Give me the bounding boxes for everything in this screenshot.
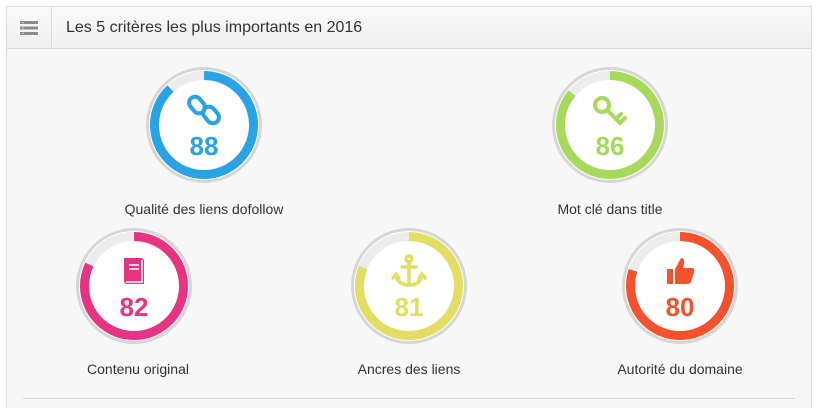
list-icon — [7, 7, 52, 48]
key-icon — [586, 93, 634, 127]
gauge-label-ancres: Ancres des liens — [357, 361, 461, 377]
gauge-progress-arc — [150, 71, 258, 179]
gauge-label-autorite: Autorité du domaine — [617, 361, 743, 377]
gauge-value: 80 — [665, 292, 695, 322]
gauge-face — [555, 70, 665, 180]
gauge-contenu: 82 — [74, 226, 194, 346]
gauge-face — [625, 231, 735, 341]
gauge-progress-arc — [626, 232, 734, 340]
gauge-progress-arc — [556, 71, 664, 179]
gauge-progress-arc — [80, 232, 188, 340]
gauge-face — [79, 231, 189, 341]
gauge-face — [149, 70, 259, 180]
gauge-value: 81 — [394, 292, 424, 322]
panel-title: Les 5 critères les plus importants en 20… — [66, 19, 363, 36]
gauge-progress-arc — [355, 232, 463, 340]
divider — [23, 398, 795, 399]
anchor-icon — [385, 254, 433, 288]
criteria-panel: Les 5 critères les plus importants en 20… — [6, 6, 812, 408]
gauge-ancres: 81 — [349, 226, 469, 346]
gauge-label-contenu: Contenu original — [87, 361, 189, 377]
thumbs-up-icon — [656, 254, 704, 288]
book-icon — [110, 254, 158, 288]
gauge-label-qualite: Qualité des liens dofollow — [124, 201, 284, 217]
gauge-qualite: 88 — [144, 65, 264, 185]
link-icon — [180, 93, 228, 127]
gauge-label-motcle: Mot clé dans title — [557, 201, 663, 217]
panel-header: Les 5 critères les plus importants en 20… — [7, 7, 811, 49]
gauge-value: 82 — [119, 292, 149, 322]
gauge-value: 86 — [595, 131, 625, 161]
gauge-autorite: 80 — [620, 226, 740, 346]
gauge-motcle: 86 — [550, 65, 670, 185]
gauge-value: 88 — [189, 131, 219, 161]
